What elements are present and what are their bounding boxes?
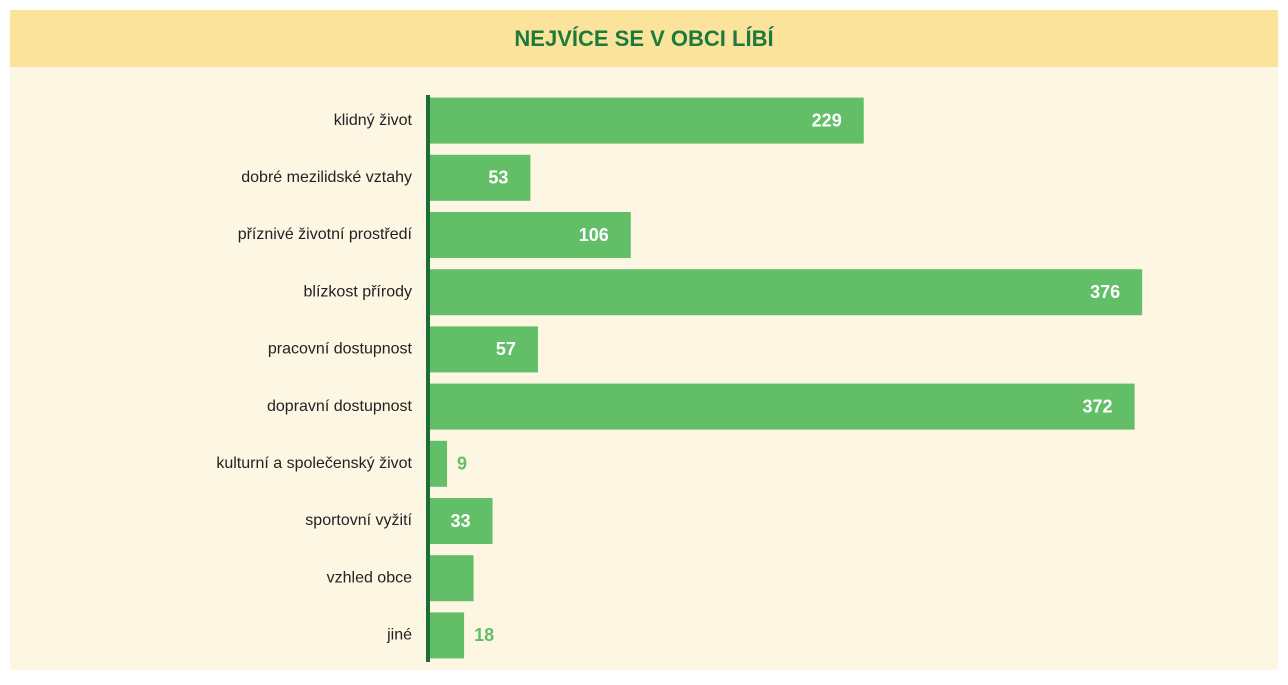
bar (430, 97, 864, 144)
value-label: 53 (488, 168, 508, 188)
value-label: 106 (579, 225, 609, 245)
category-label: klidný život (334, 112, 413, 129)
bar (430, 269, 1143, 316)
value-label: 376 (1090, 282, 1120, 302)
bar (430, 498, 493, 544)
value-label: 33 (450, 511, 470, 531)
bar (430, 383, 1135, 430)
bar (430, 326, 538, 373)
value-label: 372 (1083, 396, 1113, 416)
bar (430, 440, 448, 487)
category-label: příznivé životní prostředí (238, 226, 413, 243)
category-label: sportovní vyžití (305, 512, 412, 529)
category-label: pracovní dostupnost (268, 341, 413, 358)
bar (430, 154, 531, 201)
category-label: dopravní dostupnost (267, 398, 413, 415)
category-label: jiné (386, 627, 412, 644)
value-label: 57 (496, 339, 516, 359)
bar (430, 212, 631, 258)
bar (430, 555, 474, 602)
value-label: 9 (457, 454, 467, 474)
category-label: vzhled obce (327, 569, 412, 586)
chart-title: NEJVÍCE SE V OBCI LÍBÍ (514, 26, 774, 51)
category-label: blízkost přírody (304, 283, 412, 300)
value-label: 229 (812, 110, 842, 130)
bar (430, 612, 465, 659)
title-band (10, 10, 1278, 67)
category-label: kulturní a společenský život (216, 455, 412, 472)
value-label: 18 (474, 625, 494, 645)
category-label: dobré mezilidské vztahy (241, 169, 412, 186)
